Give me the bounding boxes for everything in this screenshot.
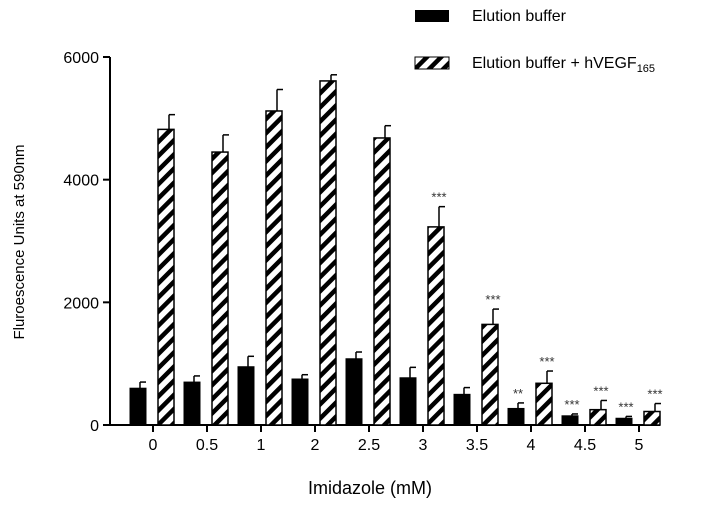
legend-label-subscript: 165: [637, 63, 655, 75]
x-tick-label: 0.5: [196, 437, 218, 454]
significance-label: ***: [431, 190, 446, 205]
bar-elution-buffer: [561, 415, 579, 426]
bar-elution-buffer: [345, 358, 363, 426]
bar-elution-buffer-hvegf: [481, 323, 499, 426]
y-tick-label: 2000: [63, 295, 99, 312]
bar-elution-buffer: [399, 377, 417, 426]
bar-elution-buffer-hvegf: [589, 408, 607, 426]
legend: Elution buffer Elution buffer + hVEGF165: [414, 8, 655, 75]
legend-label-elution-buffer: Elution buffer: [472, 8, 567, 25]
bar-elution-buffer-hvegf: [319, 80, 337, 426]
bar-elution-buffer: [183, 381, 201, 426]
y-tick-label: 4000: [63, 173, 99, 190]
bar-elution-buffer-hvegf: [535, 382, 553, 426]
legend-label-elution-buffer-hvegf: Elution buffer + hVEGF165: [472, 55, 655, 75]
x-tick-label: 2: [311, 437, 320, 454]
bar-elution-buffer: [129, 387, 147, 426]
y-tick-label: 0: [90, 418, 99, 435]
significance-label: **: [513, 386, 523, 401]
x-tick-label: 0: [149, 437, 158, 454]
legend-label-main: Elution buffer + hVEGF: [472, 55, 637, 72]
significance-label: ***: [564, 397, 579, 412]
bar-elution-buffer-hvegf: [265, 110, 283, 426]
x-tick-label: 3.5: [466, 437, 488, 454]
bar-elution-buffer: [291, 378, 309, 426]
y-axis-label: Fluroescence Units at 590nm: [11, 144, 28, 339]
bar-elution-buffer: [453, 393, 471, 426]
significance-label: ***: [539, 354, 554, 369]
x-tick-label: 4.5: [574, 437, 596, 454]
legend-swatch-elution-buffer: [415, 10, 449, 22]
bar-elution-buffer-hvegf: [373, 137, 391, 426]
significance-label: ***: [485, 292, 500, 307]
x-tick-label: 1: [257, 437, 266, 454]
y-tick-label: 6000: [63, 50, 99, 67]
bar-elution-buffer: [615, 417, 633, 426]
significance-label: ***: [647, 387, 662, 402]
x-tick-label: 4: [527, 437, 536, 454]
bar-elution-buffer-hvegf: [211, 151, 229, 426]
significance-label: ***: [593, 383, 608, 398]
legend-swatch-elution-buffer-hvegf: [414, 56, 450, 70]
x-tick-label: 3: [419, 437, 428, 454]
bar-elution-buffer-hvegf: [157, 128, 175, 426]
bar-elution-buffer: [237, 366, 255, 426]
bar-elution-buffer: [507, 407, 525, 426]
x-tick-label: 5: [635, 437, 644, 454]
x-tick-label: 2.5: [358, 437, 380, 454]
significance-label: ***: [618, 399, 633, 414]
bar-elution-buffer-hvegf: [643, 410, 661, 426]
x-axis-label: Imidazole (mM): [308, 478, 432, 498]
bar-elution-buffer-hvegf: [427, 226, 445, 426]
